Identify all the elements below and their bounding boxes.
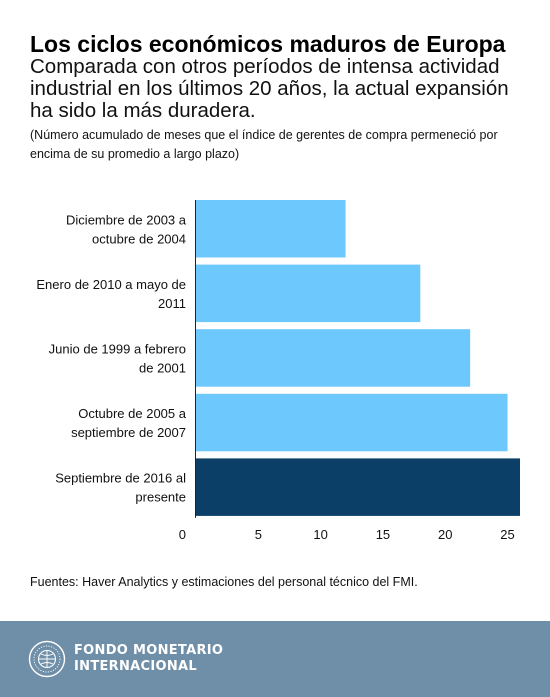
bar-1: [196, 200, 346, 258]
source-note: Fuentes: Haver Analytics y estimaciones …: [30, 575, 418, 589]
x-tick-label-20: 20: [438, 527, 452, 542]
category-label-4: Octubre de 2005 a septiembre de 2007: [71, 406, 187, 440]
logo-line-2: INTERNACIONAL: [74, 659, 197, 674]
imf-seal-icon: [28, 640, 66, 678]
x-tick-label-10: 10: [313, 527, 327, 542]
x-tick-label-25: 25: [500, 527, 514, 542]
logo-line-1: FONDO MONETARIO: [74, 643, 224, 658]
category-label-1: Diciembre de 2003 a octubre de 2004: [66, 212, 187, 246]
chart-title: Los ciclos económicos maduros de Europa: [30, 31, 506, 57]
category-label-5: Septiembre de 2016 al presente: [55, 471, 186, 505]
category-label-2: Enero de 2010 a mayo de 2011: [36, 277, 186, 311]
chart-subtitle: Comparada con otros períodos de intensa …: [30, 55, 509, 122]
x-tick-label-5: 5: [255, 527, 262, 542]
bar-5: [196, 458, 520, 516]
bar-chart: Diciembre de 2003 a octubre de 2004 Enero …: [36, 200, 520, 542]
x-tick-label-0: 0: [179, 527, 186, 542]
imf-logo-text: FONDO MONETARIO INTERNACIONAL: [74, 643, 314, 675]
bar-2: [196, 264, 421, 323]
chart-note: (Número acumulado de meses que el índice…: [30, 128, 498, 161]
x-tick-label-15: 15: [376, 527, 390, 542]
bar-3: [196, 329, 471, 387]
bar-4: [196, 393, 508, 452]
category-label-3: Junio de 1999 a febrero de 2001: [49, 341, 186, 375]
footer-bar: FONDO MONETARIO INTERNACIONAL: [0, 621, 550, 697]
